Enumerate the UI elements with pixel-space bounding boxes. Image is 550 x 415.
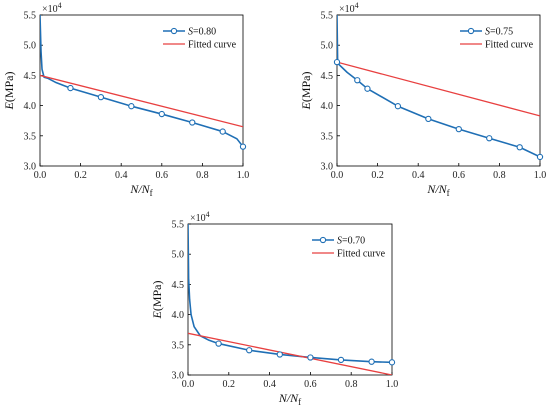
data-point-marker xyxy=(394,103,402,110)
y-tick-label: 3.0 xyxy=(321,162,334,173)
data-point-marker xyxy=(189,119,196,126)
data-point-marker xyxy=(215,340,222,347)
x-tick-label: 0.2 xyxy=(223,379,236,390)
x-tick-label: 0.8 xyxy=(493,170,506,181)
y-tick-label: 5.0 xyxy=(24,41,37,52)
axis-multiplier: ×104 xyxy=(190,210,210,224)
x-tick-label: 0.6 xyxy=(453,170,466,181)
y-tick-label: 3.5 xyxy=(172,340,185,351)
series-group xyxy=(188,224,392,375)
data-point-marker xyxy=(246,347,253,354)
data-point-marker xyxy=(368,358,375,365)
x-axis-label: N/Nf xyxy=(278,391,301,407)
y-tick-label: 4.5 xyxy=(24,71,37,82)
x-tick-label: 0.0 xyxy=(34,170,47,181)
data-point-marker xyxy=(388,359,396,366)
y-tick-label: 3.0 xyxy=(172,371,185,382)
y-axis-label: E(MPa) xyxy=(299,71,313,110)
chart-panel-2: 3.0 3.5 4.0 4.5 5.0 5.5 0.0 0.2 0.4 0.6 0.8 1.0 ×104… xyxy=(299,1,546,198)
x-tick-label: 0.0 xyxy=(331,170,344,181)
chart-panel-1: 3.0 3.5 4.0 4.5 5.0 5.5 0.0 0.2 0.4 0.6 0.8 1.0 ×104… xyxy=(2,1,249,198)
y-tick-label: 4.0 xyxy=(172,310,185,321)
series-group xyxy=(40,15,243,148)
legend: S=0.70 Fitted curve xyxy=(312,236,386,260)
measured-series-line xyxy=(188,224,392,364)
data-point-marker xyxy=(455,126,462,133)
x-tick-label: 0.6 xyxy=(304,379,317,390)
y-tick-label: 5.5 xyxy=(172,220,185,231)
data-point-marker xyxy=(307,354,314,361)
x-tick-label: 0.6 xyxy=(156,170,169,181)
data-point-marker xyxy=(337,356,345,364)
y-tick-label: 4.5 xyxy=(321,71,334,82)
data-point-marker xyxy=(158,110,165,118)
data-point-marker xyxy=(536,153,544,161)
x-tick-label: 1.0 xyxy=(237,170,250,181)
y-tick-label: 5.5 xyxy=(321,11,334,22)
legend-label-measured: S=0.70 xyxy=(337,236,365,247)
legend-label-fitted: Fitted curve xyxy=(485,40,534,51)
y-axis-label: E(MPa) xyxy=(150,280,164,319)
y-tick-label: 4.0 xyxy=(24,101,37,112)
y-tick-label: 5.0 xyxy=(321,41,334,52)
x-tick-label: 0.4 xyxy=(263,379,276,390)
legend-label-fitted: Fitted curve xyxy=(337,249,386,260)
x-tick-label: 1.0 xyxy=(386,379,399,390)
data-point-marker xyxy=(67,84,74,92)
axis-multiplier: ×104 xyxy=(42,1,62,15)
legend-label-fitted: Fitted curve xyxy=(188,40,237,51)
data-point-marker xyxy=(516,144,523,151)
data-point-marker xyxy=(486,135,493,142)
fitted-curve-line xyxy=(40,74,243,128)
chart-panel-3: 3.0 3.5 4.0 4.5 5.0 5.5 0.0 0.2 0.4 0.6 0.8 1.0 ×104… xyxy=(150,210,398,407)
data-point-marker xyxy=(333,58,341,66)
x-tick-label: 0.2 xyxy=(74,170,87,181)
x-tick-label: 1.0 xyxy=(534,170,547,181)
x-tick-label: 0.4 xyxy=(412,170,425,181)
y-tick-label: 3.5 xyxy=(321,131,334,142)
legend: S=0.80 Fitted curve xyxy=(163,27,237,51)
plot-frame xyxy=(187,223,393,376)
x-axis-label: N/Nf xyxy=(426,182,449,198)
plot-frame xyxy=(39,14,244,167)
data-point-marker xyxy=(364,85,371,92)
y-tick-label: 4.0 xyxy=(321,101,334,112)
x-tick-label: 0.2 xyxy=(371,170,384,181)
y-tick-label: 4.5 xyxy=(172,280,185,291)
data-point-marker xyxy=(97,93,105,101)
legend-marker xyxy=(170,27,178,35)
x-tick-label: 0.4 xyxy=(115,170,128,181)
axis-multiplier: ×104 xyxy=(339,1,359,15)
x-axis-label: N/Nf xyxy=(129,182,152,198)
x-tick-label: 0.8 xyxy=(196,170,209,181)
y-tick-label: 5.0 xyxy=(172,250,185,261)
data-point-marker xyxy=(425,115,432,123)
data-point-marker xyxy=(128,103,135,110)
x-tick-label: 0.0 xyxy=(182,379,195,390)
legend-marker xyxy=(319,236,327,244)
plot-frame xyxy=(336,14,541,167)
data-point-marker xyxy=(276,351,283,358)
x-tick-label: 0.8 xyxy=(345,379,358,390)
y-tick-label: 3.5 xyxy=(24,131,37,142)
legend-label-measured: S=0.80 xyxy=(188,27,216,38)
legend-label-measured: S=0.75 xyxy=(485,27,513,38)
fitted-curve-line xyxy=(188,332,392,375)
legend-marker xyxy=(467,27,475,35)
fitted-curve-line xyxy=(337,61,540,117)
y-tick-label: 5.5 xyxy=(24,11,37,22)
y-axis-label: E(MPa) xyxy=(2,71,16,110)
data-point-marker xyxy=(219,128,226,135)
y-tick-label: 3.0 xyxy=(24,162,37,173)
data-point-marker xyxy=(354,77,361,84)
measured-series-line xyxy=(40,15,243,148)
data-point-marker xyxy=(239,143,247,150)
legend: S=0.75 Fitted curve xyxy=(460,27,534,51)
